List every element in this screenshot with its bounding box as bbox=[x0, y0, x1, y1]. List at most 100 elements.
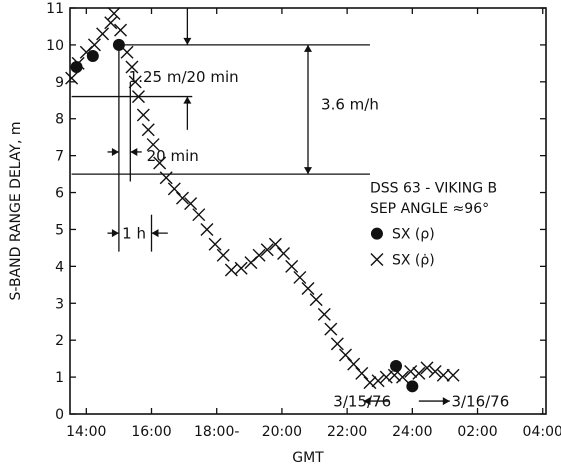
x-tick-label: 14:00 bbox=[66, 424, 106, 440]
sx-rho-dot-point bbox=[125, 60, 139, 74]
sx-rho-dot-point bbox=[446, 368, 460, 382]
legend-label-rho: SX (ρ) bbox=[392, 227, 435, 243]
y-axis-title: S-BAND RANGE DELAY, m bbox=[8, 121, 24, 300]
sx-rho-dot-point bbox=[412, 366, 426, 380]
one-h-right-arrow bbox=[151, 229, 159, 238]
sx-rho-dot-point bbox=[141, 123, 155, 137]
sx-rho-dot-point bbox=[65, 71, 79, 85]
x-tick-label: 02:00 bbox=[457, 424, 497, 440]
sx-rho-point bbox=[70, 61, 83, 74]
annotation-rate-36: 3.6 m/h bbox=[321, 96, 379, 114]
sx-rho-dot-point bbox=[96, 27, 110, 41]
sx-rho-dot-point bbox=[208, 237, 222, 251]
y-tick-label: 3 bbox=[55, 296, 64, 312]
sx-rho-dot-point bbox=[136, 108, 150, 122]
legend-header-station: DSS 63 - VIKING B bbox=[370, 181, 497, 197]
sx-rho-dot-point bbox=[268, 237, 282, 251]
x-tick-label: 20:00 bbox=[262, 424, 302, 440]
sx-rho-dot-point bbox=[420, 361, 434, 375]
sx-rho-dot-point bbox=[167, 182, 181, 196]
sx-rho-point bbox=[406, 380, 419, 393]
sx-rho-dot-point bbox=[371, 374, 385, 388]
sx-rho-dot-point bbox=[107, 7, 121, 21]
sx-rho-dot-point bbox=[260, 243, 274, 257]
sx-rho-dot-point bbox=[131, 90, 145, 104]
sx-rho-dot-point bbox=[216, 248, 230, 262]
sx-rho-dot-point bbox=[338, 348, 352, 362]
one-h-left-arrow bbox=[111, 229, 119, 238]
sx-rho-point bbox=[390, 360, 403, 373]
twenty-min-right-arrow bbox=[130, 147, 138, 156]
sx-rho-dot-point bbox=[330, 337, 344, 351]
sx-rho-dot-point bbox=[146, 138, 160, 152]
sx-rho-dot-point bbox=[277, 246, 291, 260]
bracket-36-bottom-arrow bbox=[304, 167, 312, 175]
chart-axes bbox=[69, 7, 547, 415]
x-axis-title: GMT bbox=[292, 450, 324, 466]
sx-rho-dot-point bbox=[252, 248, 266, 262]
twenty-min-left-arrow bbox=[111, 147, 119, 156]
sx-rho-dot-point bbox=[396, 370, 410, 384]
sx-rho-dot-point bbox=[159, 171, 173, 185]
x-tick-label: 16:00 bbox=[131, 424, 171, 440]
legend-label-rho-dot: SX (ρ̇) bbox=[392, 253, 435, 269]
y-tick-label: 6 bbox=[55, 186, 64, 202]
y-tick-label: 7 bbox=[55, 149, 64, 165]
sx-rho-dot-point bbox=[184, 197, 198, 211]
sx-rho-point bbox=[86, 49, 99, 62]
x-tick-label: 24:00 bbox=[392, 424, 432, 440]
annotation-1-h: 1 h bbox=[122, 225, 146, 243]
plot-frame bbox=[69, 7, 547, 415]
sx-rho-dot-point bbox=[436, 368, 450, 382]
y-tick-label: 2 bbox=[55, 333, 64, 349]
annotation-rate-125: 1.25 m/20 min bbox=[129, 68, 239, 86]
sx-rho-dot-point bbox=[285, 259, 299, 273]
y-tick-label: 11 bbox=[46, 1, 64, 17]
y-tick-label: 10 bbox=[46, 38, 64, 54]
x-tick-label: 04:00 bbox=[523, 424, 561, 440]
y-tick-label: 9 bbox=[55, 75, 64, 91]
sx-rho-dot-point bbox=[293, 270, 307, 284]
sx-rho-dot-point bbox=[363, 376, 377, 390]
annotation-20-min: 20 min bbox=[147, 147, 199, 165]
bracket-125-bottom-arrow bbox=[183, 96, 192, 104]
y-tick-label: 4 bbox=[55, 259, 64, 275]
bracket-36-top-arrow bbox=[304, 44, 312, 52]
sx-rho-dot-point bbox=[355, 366, 369, 380]
legend-marker-rho bbox=[370, 227, 383, 240]
y-tick-label: 0 bbox=[55, 407, 64, 423]
sx-rho-point bbox=[112, 38, 125, 51]
sx-rho-dot-point bbox=[114, 23, 128, 37]
sx-rho-dot-point bbox=[200, 222, 214, 236]
y-tick-label: 1 bbox=[55, 370, 64, 386]
annotation-date-316: 3/16/76 bbox=[451, 393, 509, 411]
sx-rho-dot-point bbox=[104, 16, 118, 30]
sx-rho-dot-point bbox=[428, 365, 442, 379]
x-tick-label: 18:00- bbox=[194, 424, 239, 440]
sx-rho-dot-point bbox=[317, 307, 331, 321]
sx-rho-dot-point bbox=[87, 38, 101, 52]
x-tick-label: 22:00 bbox=[327, 424, 367, 440]
sx-rho-dot-point bbox=[128, 75, 142, 89]
date-316-arrow bbox=[442, 397, 450, 406]
date-315-arrow bbox=[363, 397, 371, 406]
y-tick-label: 8 bbox=[55, 112, 64, 128]
sx-rho-dot-point bbox=[324, 322, 338, 336]
annotation-guides bbox=[71, 8, 450, 406]
annotation-date-315: 3/15/76 bbox=[333, 393, 391, 411]
sx-rho-dot-point bbox=[153, 156, 167, 170]
sx-rho-dot-point bbox=[379, 370, 393, 384]
y-tick-label: 5 bbox=[55, 222, 64, 238]
sx-rho-dot-point bbox=[347, 357, 361, 371]
sx-rho-dot-point bbox=[192, 208, 206, 222]
chart-marks bbox=[65, 7, 460, 393]
bracket-125-top-arrow bbox=[183, 37, 192, 45]
sx-rho-dot-point bbox=[404, 365, 418, 379]
sx-rho-dot-point bbox=[234, 261, 248, 275]
legend-header-angle: SEP ANGLE ≈96° bbox=[370, 201, 489, 217]
sx-rho-dot-point bbox=[175, 191, 189, 205]
legend-marker-rho-dot bbox=[370, 253, 384, 267]
chart-labels: 0 1 2 3 4 5 6 7 8 9 10 11 14:00 16:00 18:00- 20:00 22:00… bbox=[8, 1, 561, 466]
sx-rho-dot-point bbox=[309, 293, 323, 307]
